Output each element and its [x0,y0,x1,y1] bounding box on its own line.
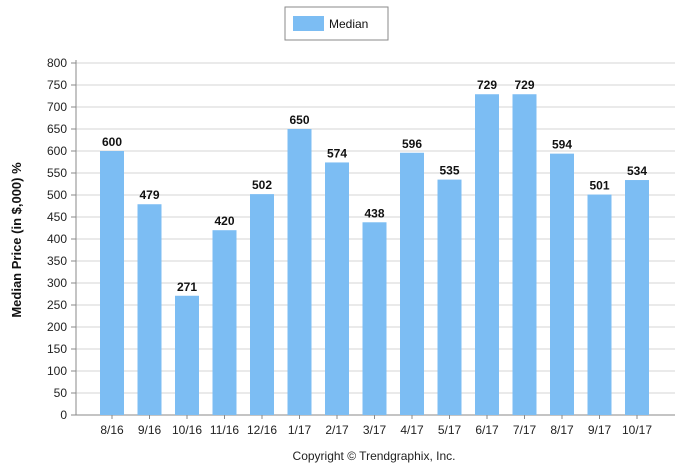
y-tick-label: 300 [47,276,67,290]
y-tick-label: 750 [47,78,67,92]
y-tick-label: 0 [60,408,67,422]
bar [287,129,312,415]
y-tick-label: 450 [47,210,67,224]
y-tick-label: 400 [47,232,67,246]
x-tick-label: 6/17 [475,423,499,437]
bar [625,180,649,415]
tick-labels: 0 50 100 150 200 250 300 350 400 450 500 550 600 650 7… [47,56,652,437]
x-tick-label: 2/17 [325,423,349,437]
y-tick-label: 800 [47,56,67,70]
x-tick-label: 10/16 [172,423,202,437]
x-tick-label: 3/17 [363,423,387,437]
x-tick-label: 8/16 [100,423,124,437]
data-label: 650 [289,113,309,127]
y-tick-label: 200 [47,320,67,334]
legend-swatch [293,16,324,31]
y-tick-label: 500 [47,188,67,202]
data-label: 420 [214,214,234,228]
bar [362,222,387,415]
x-tick-label: 10/17 [622,423,652,437]
bar [400,152,424,415]
legend: Median [284,6,389,41]
legend-label: Median [329,17,368,31]
data-label: 534 [627,164,647,178]
y-tick-label: 150 [47,342,67,356]
bar [325,162,349,415]
y-tick-label: 250 [47,298,67,312]
data-label: 600 [102,135,122,149]
y-tick-label: 550 [47,166,67,180]
x-tick-label: 4/17 [400,423,424,437]
data-label: 271 [177,280,197,294]
data-label: 479 [139,188,159,202]
x-tick-label: 5/17 [438,423,462,437]
data-label: 596 [402,137,422,151]
bars [100,94,649,416]
y-tick-label: 700 [47,100,67,114]
data-labels: 600 479 271 420 502 650 574 438 596 535 729 729 594 5… [102,78,647,294]
x-tick-label: 9/17 [588,423,612,437]
data-label: 729 [477,78,497,92]
bar [212,230,237,415]
x-tick-label: 8/17 [550,423,574,437]
copyright-text: Copyright © Trendgraphix, Inc. [293,449,456,463]
data-label: 594 [552,138,572,152]
x-tick-label: 9/16 [138,423,162,437]
bar [437,179,462,415]
y-tick-label: 650 [47,122,67,136]
x-tick-label: 11/16 [210,423,239,437]
bar [512,94,537,416]
bar [550,153,574,415]
data-label: 501 [589,179,609,193]
y-axis-label: Median Price (in $,000) % [9,162,24,318]
data-label: 574 [327,146,347,160]
x-tick-label: 7/17 [513,423,537,437]
x-tick-label: 12/16 [247,423,277,437]
data-label: 438 [364,206,384,220]
bar [175,295,199,415]
y-tick-label: 600 [47,144,67,158]
y-tick-label: 50 [54,386,68,400]
y-tick-label: 100 [47,364,67,378]
data-label: 502 [252,178,272,192]
bar [100,151,124,415]
bar [137,204,162,415]
bar [587,194,612,415]
x-tick-label: 1/17 [288,423,312,437]
data-label: 535 [439,164,459,178]
bar [250,194,274,415]
y-tick-label: 350 [47,254,67,268]
data-label: 729 [514,78,534,92]
bar [475,94,499,416]
